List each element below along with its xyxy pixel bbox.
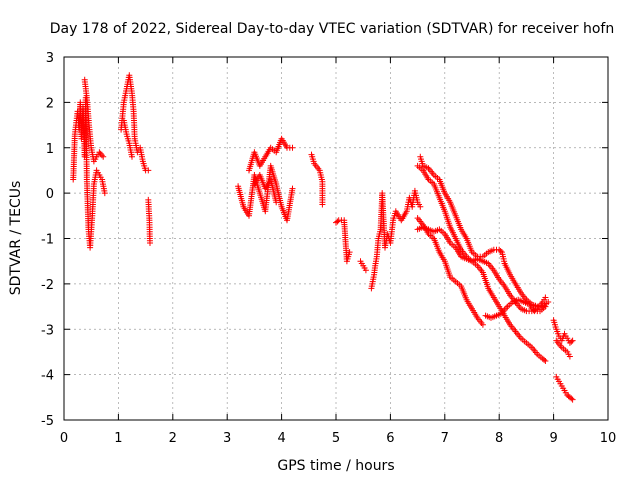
y-tick-label: 2 [46, 96, 54, 111]
y-tick-label: -2 [41, 278, 54, 293]
data-point-marker [542, 303, 549, 310]
x-tick-label: 7 [441, 431, 449, 446]
y-tick-label: 1 [46, 142, 54, 157]
data-point-marker [568, 338, 575, 345]
y-tick-label: -4 [41, 369, 54, 384]
data-point-marker [101, 190, 108, 197]
x-tick-label: 3 [223, 431, 231, 446]
data-points [70, 72, 576, 403]
chart-title: Day 178 of 2022, Sidereal Day-to-day VTE… [50, 21, 614, 37]
x-tick-label: 8 [495, 431, 503, 446]
grid-lines [64, 57, 608, 420]
data-point-marker [479, 321, 486, 328]
x-tick-label: 9 [549, 431, 557, 446]
y-tick-label: -1 [41, 233, 54, 248]
data-point-marker [569, 337, 576, 344]
data-point-marker [334, 218, 341, 225]
data-point-marker [319, 201, 326, 208]
data-point-marker [542, 294, 549, 301]
x-tick-label: 2 [169, 431, 177, 446]
y-tick-label: 0 [46, 187, 54, 202]
data-point-marker [569, 396, 576, 403]
data-point-marker [273, 199, 280, 206]
data-point-marker [289, 185, 296, 192]
data-point-marker [147, 240, 153, 246]
data-point-marker [497, 248, 504, 254]
y-axis-label: SDTVAR / TECUs [8, 181, 24, 296]
data-point-marker [568, 395, 575, 402]
x-tick-label: 6 [386, 431, 394, 446]
y-tick-label: 3 [46, 51, 54, 66]
x-tick-label: 1 [114, 431, 122, 446]
data-point-marker [566, 353, 573, 360]
y-tick-label: -5 [41, 414, 54, 429]
data-point-marker [417, 203, 424, 210]
x-tick-label: 0 [60, 431, 68, 446]
data-point-marker [542, 358, 549, 364]
x-axis-tick-labels: 0 1 2 3 4 5 6 7 8 9 10 [60, 431, 616, 446]
data-point-marker [362, 267, 369, 274]
y-axis-tick-labels: -5 -4 -3 -2 -1 0 1 2 3 [41, 51, 54, 429]
x-axis-label: GPS time / hours [277, 458, 394, 474]
data-point-marker [541, 356, 548, 363]
data-point-marker [129, 153, 135, 160]
data-point-marker [289, 144, 296, 151]
x-tick-label: 5 [332, 431, 340, 446]
data-point-marker [100, 153, 107, 160]
data-point-marker [145, 167, 152, 174]
y-tick-label: -3 [41, 323, 54, 338]
data-point-marker [346, 249, 353, 256]
x-tick-label: 4 [277, 431, 285, 446]
plot-frame [63, 56, 609, 421]
data-point-marker [545, 299, 552, 305]
x-tick-label: 10 [600, 431, 617, 446]
